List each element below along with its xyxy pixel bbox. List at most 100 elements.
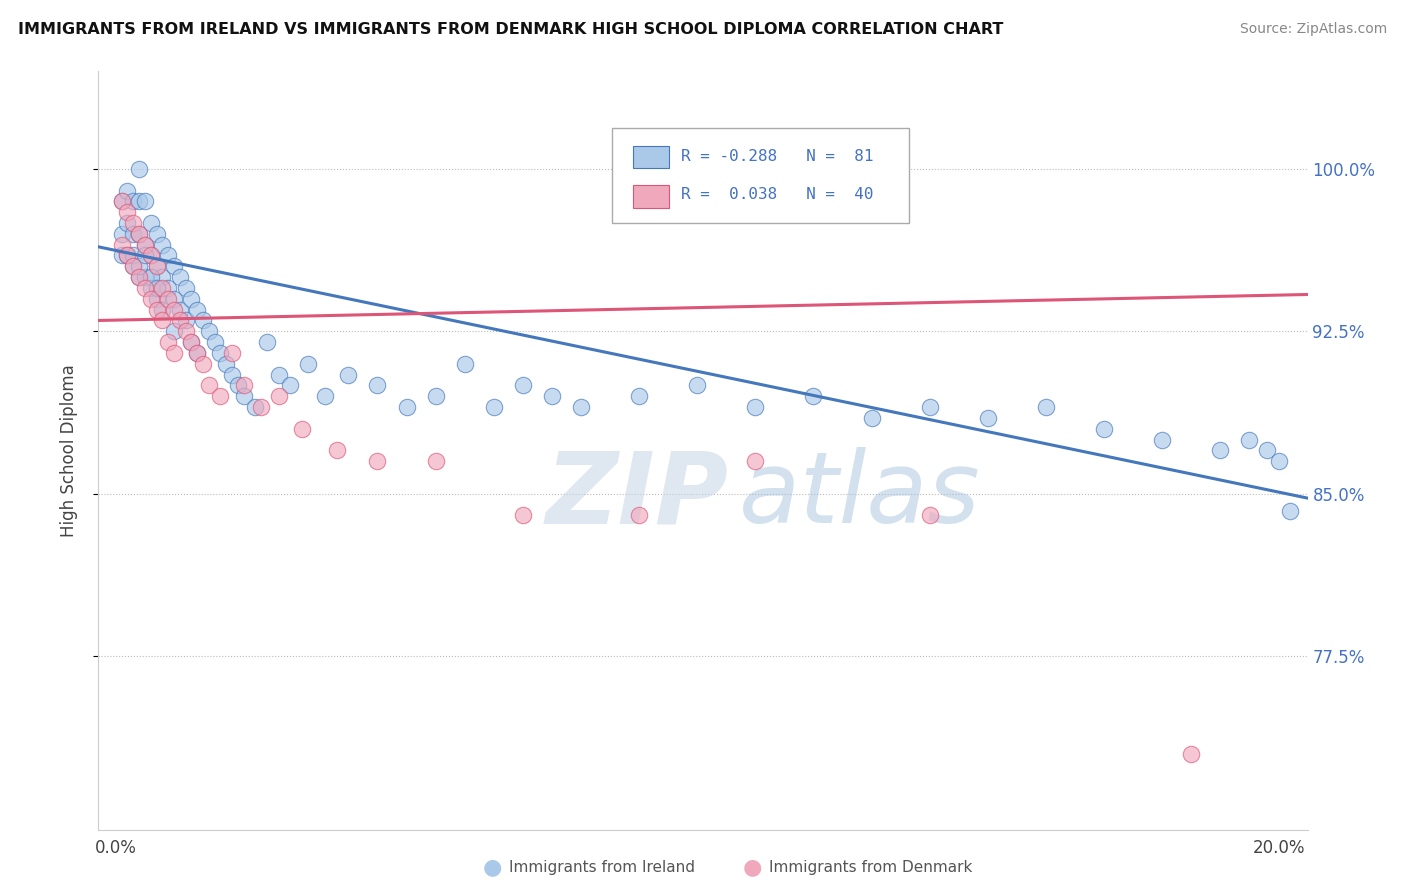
Point <box>174 313 197 327</box>
Point <box>1209 443 1232 458</box>
Point <box>145 292 167 306</box>
Point <box>198 378 221 392</box>
Point <box>291 422 314 436</box>
Point <box>326 443 349 458</box>
Point <box>134 281 156 295</box>
Text: R =  0.038   N =  40: R = 0.038 N = 40 <box>682 187 873 202</box>
Point <box>1279 504 1302 518</box>
Bar <box>633 186 669 208</box>
Point <box>139 248 162 262</box>
FancyBboxPatch shape <box>613 128 908 223</box>
Point <box>163 260 186 274</box>
Point <box>174 281 197 295</box>
Text: ●: ● <box>742 857 762 877</box>
Point <box>150 313 173 327</box>
Point <box>337 368 360 382</box>
Point <box>297 357 319 371</box>
Point <box>139 281 162 295</box>
Point <box>139 292 162 306</box>
Text: atlas: atlas <box>740 448 981 544</box>
Point <box>128 194 150 209</box>
Point <box>145 260 167 274</box>
Point <box>744 454 766 468</box>
Point <box>191 357 214 371</box>
Point <box>122 194 145 209</box>
Point <box>267 368 290 382</box>
Point <box>1152 433 1174 447</box>
Point <box>117 205 139 219</box>
Point <box>139 216 162 230</box>
Point <box>134 237 156 252</box>
Point <box>191 313 214 327</box>
Point <box>1035 400 1057 414</box>
Point <box>139 270 162 285</box>
Point <box>366 454 388 468</box>
Point <box>163 292 186 306</box>
Point <box>186 346 208 360</box>
Point <box>117 248 139 262</box>
Point <box>145 260 167 274</box>
Point <box>150 302 173 317</box>
Point <box>267 389 290 403</box>
Point <box>314 389 336 403</box>
Point <box>157 335 180 350</box>
Point <box>128 161 150 176</box>
Point <box>169 313 191 327</box>
Text: Source: ZipAtlas.com: Source: ZipAtlas.com <box>1240 22 1388 37</box>
Point <box>163 346 186 360</box>
Text: Immigrants from Ireland: Immigrants from Ireland <box>509 860 695 874</box>
Point <box>122 248 145 262</box>
Point <box>117 216 139 230</box>
Point <box>122 260 145 274</box>
Point <box>209 346 232 360</box>
Point <box>111 227 134 241</box>
Point <box>232 389 254 403</box>
Point <box>122 227 145 241</box>
Point <box>628 508 651 523</box>
Point <box>209 389 232 403</box>
Text: IMMIGRANTS FROM IRELAND VS IMMIGRANTS FROM DENMARK HIGH SCHOOL DIPLOMA CORRELATI: IMMIGRANTS FROM IRELAND VS IMMIGRANTS FR… <box>18 22 1004 37</box>
Point <box>128 270 150 285</box>
Point <box>204 335 226 350</box>
Point <box>186 346 208 360</box>
Point <box>977 411 1000 425</box>
Point <box>157 292 180 306</box>
Y-axis label: High School Diploma: High School Diploma <box>59 364 77 537</box>
Point <box>860 411 883 425</box>
Point <box>157 248 180 262</box>
Point <box>226 378 249 392</box>
Point <box>111 194 134 209</box>
Point <box>918 508 941 523</box>
Point <box>134 248 156 262</box>
Point <box>134 237 156 252</box>
Point <box>150 270 173 285</box>
Point <box>180 335 202 350</box>
Point <box>1180 747 1202 761</box>
Point <box>111 248 134 262</box>
Point <box>918 400 941 414</box>
Point <box>1239 433 1261 447</box>
Point <box>221 346 243 360</box>
Text: ZIP: ZIP <box>546 448 728 544</box>
Point <box>180 292 202 306</box>
Text: Immigrants from Denmark: Immigrants from Denmark <box>769 860 973 874</box>
Point <box>174 324 197 338</box>
Point <box>215 357 238 371</box>
Point <box>628 389 651 403</box>
Point <box>186 302 208 317</box>
Point <box>117 184 139 198</box>
Point <box>803 389 825 403</box>
Point <box>221 368 243 382</box>
Point <box>512 508 534 523</box>
Point <box>163 324 186 338</box>
Point <box>150 281 173 295</box>
Point <box>145 227 167 241</box>
Text: R = -0.288   N =  81: R = -0.288 N = 81 <box>682 149 873 164</box>
Point <box>366 378 388 392</box>
Point <box>1256 443 1278 458</box>
Point <box>145 302 167 317</box>
Point <box>1092 422 1115 436</box>
Point <box>278 378 301 392</box>
Point <box>453 357 475 371</box>
Text: ●: ● <box>482 857 502 877</box>
